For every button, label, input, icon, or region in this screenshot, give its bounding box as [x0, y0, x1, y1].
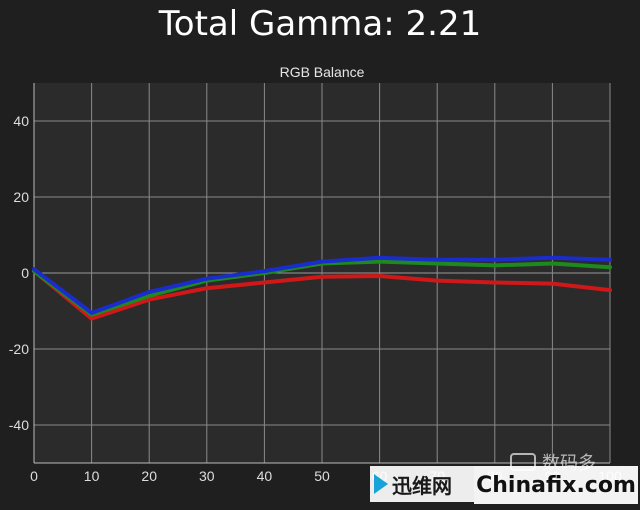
x-tick-label: 40 [257, 468, 273, 484]
watermark-chinafix: Chinafix.com [474, 466, 638, 504]
x-tick-label: 0 [30, 468, 38, 484]
x-tick-label: 10 [84, 468, 100, 484]
series-line-red [32, 269, 612, 321]
chart-title: Total Gamma: 2.21 [158, 4, 482, 44]
chart-subtitle: RGB Balance [280, 64, 365, 80]
watermark-xunwei-text: 迅维网 [392, 473, 452, 498]
y-tick-label: 40 [13, 113, 29, 129]
y-tick-label: 20 [13, 189, 29, 205]
x-tick-label: 30 [199, 468, 215, 484]
play-logo-icon [374, 474, 388, 494]
y-tick-label: 0 [21, 265, 29, 281]
x-tick-label: 20 [141, 468, 157, 484]
y-tick-label: -20 [9, 341, 29, 357]
y-tick-label: -40 [9, 417, 29, 433]
watermark-xunwei: 迅维网 [370, 466, 474, 502]
x-tick-label: 50 [314, 468, 330, 484]
series-line-blue [32, 255, 612, 315]
